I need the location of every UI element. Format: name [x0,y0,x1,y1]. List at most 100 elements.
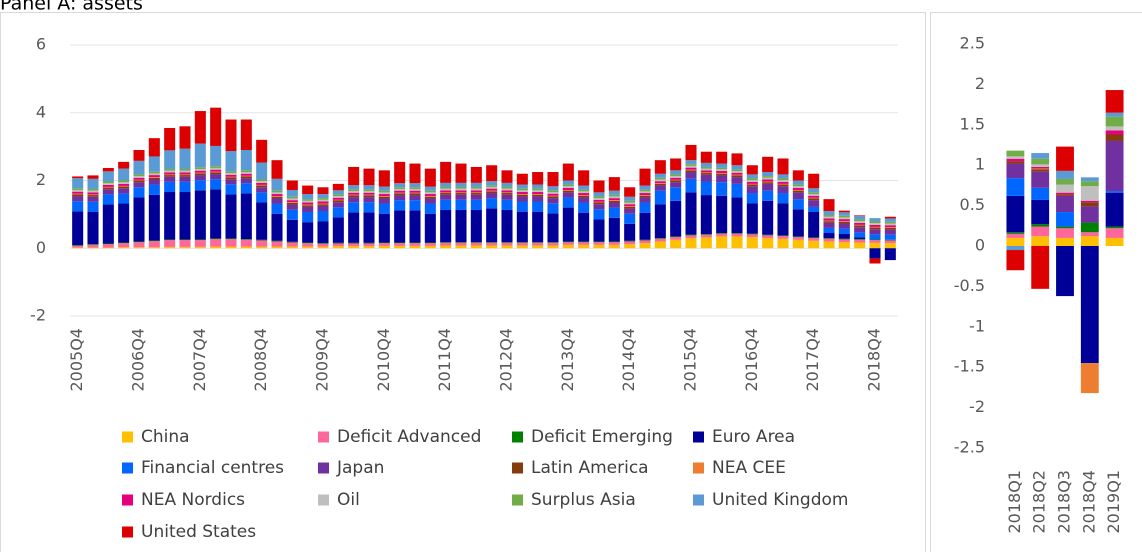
bar-segment [731,171,743,173]
bar-segment [547,195,559,197]
bar-segment [164,174,176,176]
bar-segment [854,221,866,223]
bar-segment [409,200,421,211]
bar-segment [792,187,804,190]
bar-segment [409,163,421,184]
bar-segment [700,166,712,169]
bar-segment [378,186,390,191]
bar-segment [593,202,605,205]
bar-segment [838,233,850,239]
bar-segment [532,201,544,212]
bar-segment [854,232,866,238]
legend-label: United States [141,522,256,542]
bar-segment [118,188,130,194]
bar-segment [854,219,866,222]
bar-segment [1080,206,1099,223]
bar-segment [670,200,682,237]
bar-segment [164,192,176,240]
bar-segment [409,192,421,194]
bar-segment [501,170,513,183]
bar-segment [194,246,206,249]
bar-segment [639,185,651,190]
bar-segment [164,170,176,173]
bar-segment [1080,232,1099,237]
bar-segment [470,193,482,195]
bar-segment [838,210,850,213]
bar-segment [72,247,84,249]
bar-segment [501,245,513,249]
bar-segment [700,234,712,238]
bar-segment [746,183,758,185]
bar-segment [164,239,176,241]
bar-segment [1056,212,1074,227]
bar-segment [148,177,160,180]
bar-segment [869,248,881,259]
bar-segment [884,234,896,240]
bar-segment [731,165,743,170]
legend-label: Deficit Advanced [337,427,481,447]
bar-segment [486,208,498,243]
bar-segment [164,240,176,247]
bar-segment [240,173,252,176]
bar-segment [455,182,467,187]
x-tick-label: 2018Q2 [1030,470,1049,534]
legend-swatch [122,462,133,474]
bar-segment [1056,226,1074,229]
bar-segment [838,219,850,222]
bar-segment [179,246,191,249]
bar-segment [562,163,574,181]
bar-segment [317,187,329,195]
bar-segment [746,184,758,187]
bar-segment [240,170,252,173]
bar-segment [164,127,176,151]
bar-segment [332,199,344,201]
bar-segment [332,243,344,247]
bar-segment [118,186,130,189]
bar-segment [87,244,99,248]
bar-segment [409,183,421,188]
bar-segment [716,171,728,174]
bar-segment [424,186,436,191]
bar-segment [118,243,130,248]
bar-segment [562,207,574,242]
bar-segment [440,186,452,189]
bar-segment [1056,195,1074,213]
bar-segment [532,184,544,189]
bar-segment [838,215,850,218]
bar-segment [1006,156,1025,159]
bar-segment [670,239,682,249]
bar-segment [700,170,712,173]
bar-segment [348,212,360,243]
bar-segment [179,172,191,175]
bar-segment [179,170,191,173]
bar-segment [271,196,283,197]
bar-segment [210,238,222,240]
bar-segment [286,242,298,247]
bar-segment [869,229,881,235]
bar-segment [654,238,666,242]
bar-segment [455,209,467,243]
bar-segment [670,158,682,171]
bar-segment [731,236,743,249]
bar-segment [72,245,84,246]
bar-segment [394,200,406,211]
bar-segment [823,222,835,228]
bar-segment [470,209,482,243]
bar-segment [1031,199,1050,225]
bar-segment [440,245,452,249]
legend-swatch [122,431,133,443]
legend-swatch [693,431,704,443]
bar-segment [363,168,375,186]
bar-segment [87,178,99,189]
bar-segment [532,172,544,185]
bar-segment [317,204,329,206]
bar-segment [225,151,237,172]
bar-segment [516,194,528,195]
bar-segment [700,195,712,235]
bar-segment [654,173,666,178]
bar-segment [317,243,329,247]
bar-segment [823,238,835,242]
bar-segment [792,180,804,185]
bar-segment [1031,164,1050,167]
bar-segment [792,199,804,210]
